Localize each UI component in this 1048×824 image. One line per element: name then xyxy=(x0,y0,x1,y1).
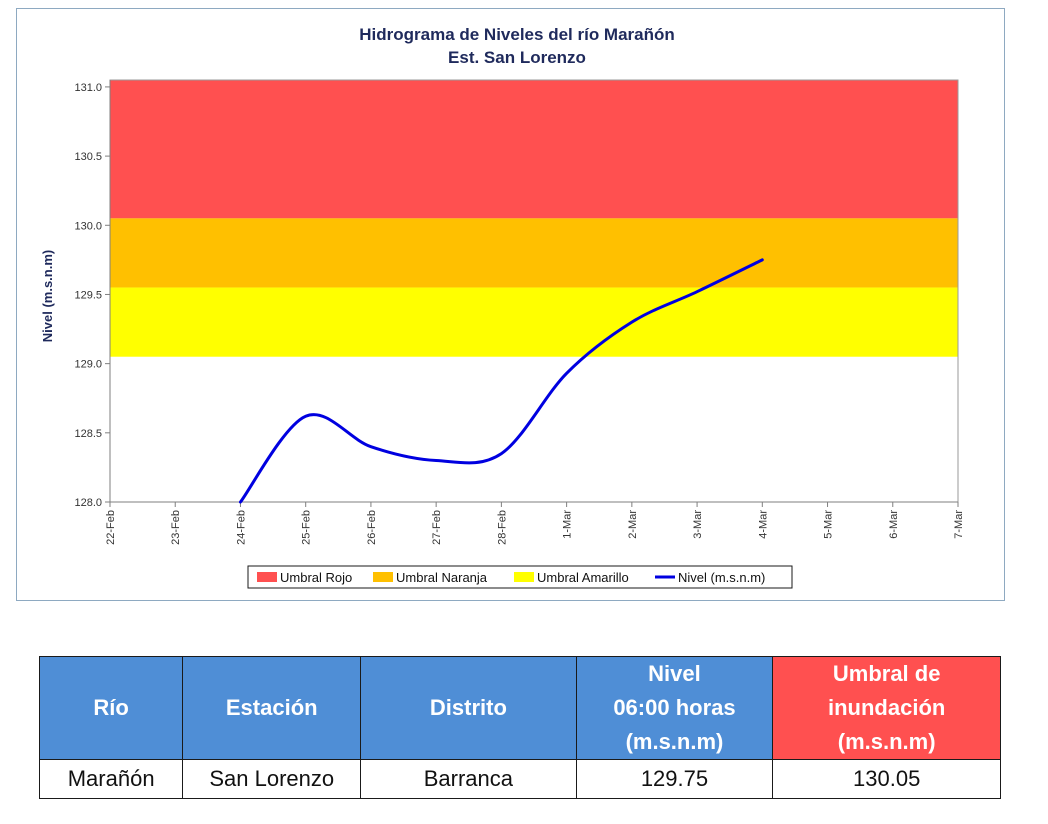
y-tick-label: 130.0 xyxy=(74,220,102,232)
y-tick-label: 130.5 xyxy=(74,151,102,163)
x-tick-label: 7-Mar xyxy=(953,510,965,539)
cell-rio: Marañón xyxy=(38,759,184,799)
series-layer xyxy=(238,258,764,504)
y-axis-label: Nivel (m.s.n.m) xyxy=(40,250,55,342)
chart-subtitle: Est. San Lorenzo xyxy=(448,48,586,67)
legend-swatch-umbral-rojo xyxy=(257,572,277,582)
header-nivel: Nivel 06:00 horas (m.s.n.m) xyxy=(575,656,774,760)
header-distrito: Distrito xyxy=(360,656,577,760)
table-header-row: Río Estación Distrito Nivel 06:00 horas (m.s.… xyxy=(38,656,1001,760)
cell-umbral: 130.05 xyxy=(772,759,1001,799)
y-tick-label: 129.5 xyxy=(74,289,102,301)
header-umbral: Umbral de inundación (m.s.n.m) xyxy=(772,656,1001,760)
header-estacion: Estación xyxy=(182,656,362,760)
hydrograph-chart: Hidrograma de Niveles del río Marañón Es… xyxy=(16,8,1005,601)
chart-legend: Umbral Rojo Umbral Naranja Umbral Amarillo… xyxy=(247,565,793,589)
legend-label-nivel-m-s-n-m: Nivel (m.s.n.m) xyxy=(678,570,765,585)
series-line-nivel xyxy=(238,258,764,504)
x-tick-label: 5-Mar xyxy=(823,510,835,539)
y-tick-label: 129.0 xyxy=(74,359,102,371)
legend-swatch-umbral-naranja xyxy=(373,572,393,582)
threshold-bands xyxy=(110,80,958,357)
x-tick-label: 25-Feb xyxy=(301,510,313,545)
band-umbral-amarillo xyxy=(110,287,958,357)
x-tick-label: 22-Feb xyxy=(105,510,117,545)
x-tick-label: 2-Mar xyxy=(627,510,639,539)
x-tick-label: 27-Feb xyxy=(431,510,443,545)
x-tick-label: 6-Mar xyxy=(888,510,900,539)
x-tick-label: 23-Feb xyxy=(170,510,182,545)
x-tick-label: 3-Mar xyxy=(692,510,704,539)
legend-label-umbral-naranja: Umbral Naranja xyxy=(396,570,488,585)
table-body: Marañón San Lorenzo Barranca 129.75 130.05 xyxy=(38,759,1001,799)
axes: 128.0 128.5 129.0 129.5 130.0 130.5 131.0 22-Fe… xyxy=(74,80,965,545)
x-tick-label: 24-Feb xyxy=(235,510,247,545)
x-tick-label: 4-Mar xyxy=(757,510,769,539)
legend-label-umbral-rojo: Umbral Rojo xyxy=(280,570,352,585)
header-rio: Río xyxy=(38,656,184,760)
band-umbral-naranja xyxy=(110,218,958,288)
table-row: Marañón San Lorenzo Barranca 129.75 130.05 xyxy=(38,759,1001,799)
cell-nivel: 129.75 xyxy=(575,759,774,799)
x-tick-label: 26-Feb xyxy=(366,510,378,545)
chart-title: Hidrograma de Niveles del río Marañón xyxy=(359,25,675,44)
legend-swatch-umbral-amarillo xyxy=(514,572,534,582)
x-tick-label: 28-Feb xyxy=(496,510,508,545)
cell-estacion: San Lorenzo xyxy=(182,759,362,799)
y-tick-label: 131.0 xyxy=(74,82,102,94)
cell-distrito: Barranca xyxy=(360,759,577,799)
station-table: Río Estación Distrito Nivel 06:00 horas (m.s.… xyxy=(38,656,1001,799)
y-tick-label: 128.5 xyxy=(74,428,102,440)
chart-canvas: Hidrograma de Niveles del río Marañón Es… xyxy=(40,25,965,589)
legend-label-umbral-amarillo: Umbral Amarillo xyxy=(537,570,629,585)
y-tick-label: 128.0 xyxy=(74,497,102,509)
band-umbral-rojo xyxy=(110,80,958,219)
x-tick-label: 1-Mar xyxy=(562,510,574,539)
